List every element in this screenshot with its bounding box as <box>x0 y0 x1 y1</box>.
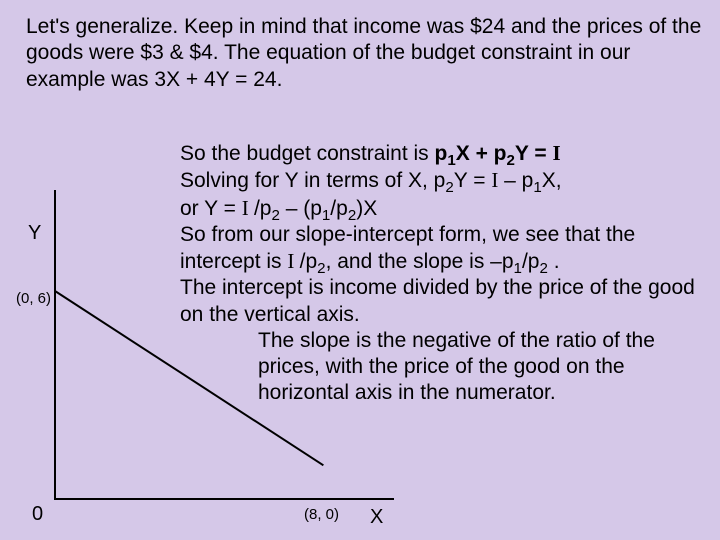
x-axis <box>54 498 394 500</box>
t: X, <box>542 169 562 192</box>
sub-2: 2 <box>445 179 453 196</box>
y-intercept-label: (0, 6) <box>16 290 51 307</box>
t: Solving for Y in terms of X, p <box>180 169 445 192</box>
budget-constraint-graph: Y (0, 6) 0 (8, 0) X <box>26 190 376 530</box>
t: . <box>548 250 560 273</box>
t: – p <box>498 169 533 192</box>
t: I <box>552 141 560 165</box>
x-intercept-label: (8, 0) <box>304 506 339 523</box>
line-1: So the budget constraint is p1X + p2Y = … <box>180 140 702 167</box>
x-axis-label: X <box>370 506 383 529</box>
t: X + p <box>456 142 507 165</box>
sub-1: 1 <box>533 179 541 196</box>
t: Y = <box>515 142 553 165</box>
header-paragraph: Let's generalize. Keep in mind that inco… <box>26 14 702 93</box>
budget-line <box>54 290 323 466</box>
t: Y = <box>454 169 492 192</box>
y-axis-label: Y <box>28 222 41 245</box>
origin-label: 0 <box>32 503 43 526</box>
t: /p <box>522 250 540 273</box>
y-axis <box>54 190 56 500</box>
t: p <box>435 142 448 165</box>
t: So the budget constraint is <box>180 142 435 165</box>
